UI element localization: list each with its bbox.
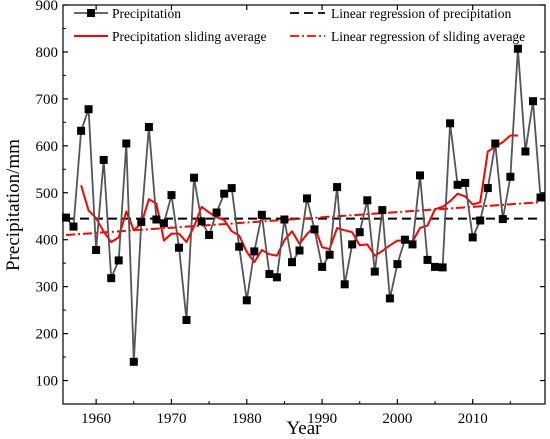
precipitation-point-1972 [182, 316, 191, 324]
precipitation-point-2018 [529, 97, 537, 106]
precipitation-point-2019 [536, 193, 545, 202]
y-axis-title: Precipitation/mm [3, 139, 24, 271]
precipitation-point-1999 [385, 294, 394, 303]
precipitation-point-2017 [521, 147, 530, 156]
precipitation-point-1976 [212, 208, 221, 217]
precipitation-point-2001 [400, 235, 409, 244]
precipitation-point-2003 [416, 171, 424, 180]
precipitation-point-2012 [483, 184, 492, 193]
precipitation-point-2008 [453, 180, 462, 189]
precipitation-point-1963 [114, 256, 123, 265]
precipitation-point-2014 [498, 215, 507, 224]
precipitation-point-2006 [438, 263, 447, 272]
precipitation-point-1961 [99, 155, 108, 164]
precipitation-point-1978 [227, 184, 236, 193]
x-tick-label-1970: 1970 [156, 411, 186, 427]
precipitation-point-1979 [235, 242, 244, 251]
precipitation-point-1971 [175, 243, 183, 252]
tick-labels: 100 200 300 400 500 600 700 800 900 1960 1970 1980 1… [36, 0, 488, 427]
series-line-precipitation [65, 47, 542, 363]
precipitation-point-2011 [476, 216, 485, 225]
precipitation-point-1983 [265, 270, 274, 278]
precipitation-point-1969 [159, 219, 168, 228]
y-tick-label-700: 700 [36, 92, 59, 108]
legend-marker-precipitation [87, 9, 95, 17]
precipitation-point-1974 [197, 217, 206, 226]
y-tick-label-500: 500 [36, 186, 59, 202]
x-tick-label-1990: 1990 [307, 411, 337, 427]
y-tick-label-200: 200 [36, 327, 59, 343]
y-tick-label-300: 300 [36, 280, 59, 296]
precipitation-point-1973 [190, 173, 198, 182]
precipitation-point-2015 [506, 172, 515, 181]
precipitation-point-2010 [468, 233, 477, 242]
legend: Precipitation Linear regression of preci… [74, 6, 525, 44]
precipitation-point-1986 [288, 258, 296, 267]
precipitation-point-1965 [129, 357, 138, 366]
precipitation-point-1997 [370, 267, 379, 276]
x-axis-title: Year [286, 418, 322, 439]
y-tick-label-900: 900 [36, 0, 59, 14]
precipitation-point-1964 [122, 139, 131, 148]
precipitation-point-1993 [340, 280, 349, 289]
precipitation-point-1960 [92, 246, 101, 254]
precipitation-point-1981 [250, 247, 259, 256]
series-layer [62, 44, 545, 366]
legend-label-linear-regression-sliding: Linear regression of sliding average [331, 29, 525, 44]
plot-frame [62, 4, 546, 405]
precipitation-point-1989 [310, 225, 319, 234]
legend-label-precipitation: Precipitation [112, 6, 181, 21]
x-tick-label-1960: 1960 [81, 411, 111, 427]
precipitation-point-2013 [491, 139, 500, 148]
y-tick-label-100: 100 [36, 374, 59, 390]
precipitation-point-1990 [318, 262, 327, 271]
precipitation-point-2009 [461, 178, 470, 187]
precipitation-point-1958 [77, 126, 86, 135]
legend-entry-sliding-average: Precipitation sliding average [74, 29, 266, 44]
x-tick-label-2000: 2000 [382, 411, 412, 427]
precipitation-point-1991 [325, 250, 334, 259]
precipitation-point-1984 [272, 273, 281, 282]
legend-label-sliding-average: Precipitation sliding average [112, 29, 266, 44]
legend-entry-precipitation: Precipitation [74, 6, 181, 21]
precipitation-point-1956 [62, 213, 70, 222]
precipitation-point-1959 [84, 105, 93, 114]
series-line-linear-regression-of-sliding-average [65, 201, 541, 236]
precipitation-point-1998 [378, 206, 387, 215]
precipitation-point-1977 [220, 189, 229, 198]
precipitation-point-1985 [280, 215, 289, 224]
precipitation-point-1980 [242, 296, 251, 305]
precipitation-point-1982 [257, 210, 266, 219]
precipitation-point-1970 [167, 191, 176, 200]
y-tick-label-400: 400 [36, 233, 59, 249]
precipitation-point-2005 [431, 262, 439, 271]
precipitation-point-2016 [513, 44, 522, 53]
precipitation-point-1962 [107, 274, 116, 283]
precipitation-point-1957 [69, 222, 78, 231]
legend-label-linear-regression-precipitation: Linear regression of precipitation [331, 6, 512, 21]
precipitation-point-1995 [355, 228, 364, 237]
precipitation-point-1975 [205, 231, 214, 239]
precipitation-point-2002 [408, 240, 417, 249]
precipitation-point-1988 [303, 194, 311, 203]
y-tick-label-600: 600 [36, 139, 59, 155]
precipitation-point-2000 [393, 260, 402, 269]
precipitation-point-1987 [295, 246, 304, 255]
precipitation-point-1992 [333, 183, 342, 192]
precipitation-point-1968 [152, 215, 161, 224]
precipitation-point-2007 [446, 119, 455, 128]
precipitation-point-2004 [423, 255, 432, 264]
legend-entry-linear-regression-precipitation: Linear regression of precipitation [290, 6, 512, 21]
legend-entry-linear-regression-sliding: Linear regression of sliding average [290, 29, 525, 44]
y-tick-label-800: 800 [36, 45, 59, 61]
x-tick-label-1980: 1980 [232, 411, 262, 427]
precipitation-point-1967 [144, 123, 153, 131]
x-tick-label-2010: 2010 [458, 411, 488, 427]
precipitation-point-1966 [137, 217, 146, 226]
precipitation-point-1996 [363, 196, 372, 205]
precipitation-point-1994 [348, 240, 357, 249]
